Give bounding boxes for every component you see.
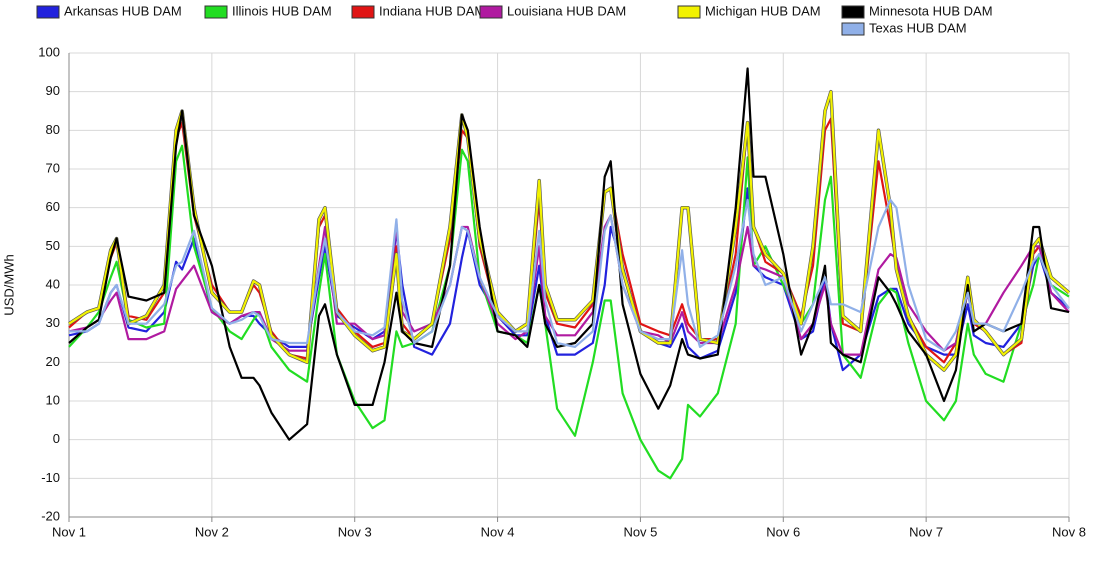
series-line <box>68 67 1070 441</box>
series-line <box>68 90 1070 372</box>
y-tick-label: 90 <box>46 83 60 98</box>
legend-label: Minnesota HUB DAM <box>869 3 993 18</box>
legend-label: Illinois HUB DAM <box>232 3 332 18</box>
x-tick-label: Nov 3 <box>338 524 372 539</box>
legend-swatch <box>841 22 865 36</box>
y-tick-label: 60 <box>46 199 60 214</box>
legend-swatch <box>36 5 60 19</box>
legend-label: Arkansas HUB DAM <box>64 3 182 18</box>
y-tick-label: 10 <box>46 392 60 407</box>
legend-label: Louisiana HUB DAM <box>507 3 626 18</box>
x-tick-label: Nov 7 <box>909 524 943 539</box>
legend-swatch <box>204 5 228 19</box>
y-tick-label: 40 <box>46 276 60 291</box>
x-tick-label: Nov 4 <box>481 524 515 539</box>
legend-swatch <box>479 5 503 19</box>
x-tick-label: Nov 2 <box>195 524 229 539</box>
legend-swatch <box>841 5 865 19</box>
legend-label: Michigan HUB DAM <box>705 3 821 18</box>
series-line <box>68 117 1070 364</box>
y-tick-label: 50 <box>46 238 60 253</box>
legend-swatch <box>677 5 701 19</box>
y-tick-label: 20 <box>46 354 60 369</box>
legend-label: Indiana HUB DAM <box>379 3 485 18</box>
legend-swatch <box>351 5 375 19</box>
x-tick-label: Nov 5 <box>623 524 657 539</box>
y-tick-label: 0 <box>53 431 60 446</box>
y-tick-label: 80 <box>46 122 60 137</box>
x-tick-label: Nov 8 <box>1052 524 1086 539</box>
x-tick-label: Nov 6 <box>766 524 800 539</box>
series-outline <box>68 89 1071 372</box>
y-tick-label: 100 <box>38 44 60 59</box>
y-tick-label: -10 <box>41 470 60 485</box>
x-tick-label: Nov 1 <box>52 524 86 539</box>
y-tick-label: -20 <box>41 508 60 523</box>
y-tick-label: 70 <box>46 160 60 175</box>
series-line <box>69 198 1070 352</box>
y-axis-label: USD/MWh <box>1 254 16 315</box>
series-line <box>68 144 1070 480</box>
y-tick-label: 30 <box>46 315 60 330</box>
series-line <box>68 214 1070 356</box>
legend-label: Texas HUB DAM <box>869 20 967 35</box>
